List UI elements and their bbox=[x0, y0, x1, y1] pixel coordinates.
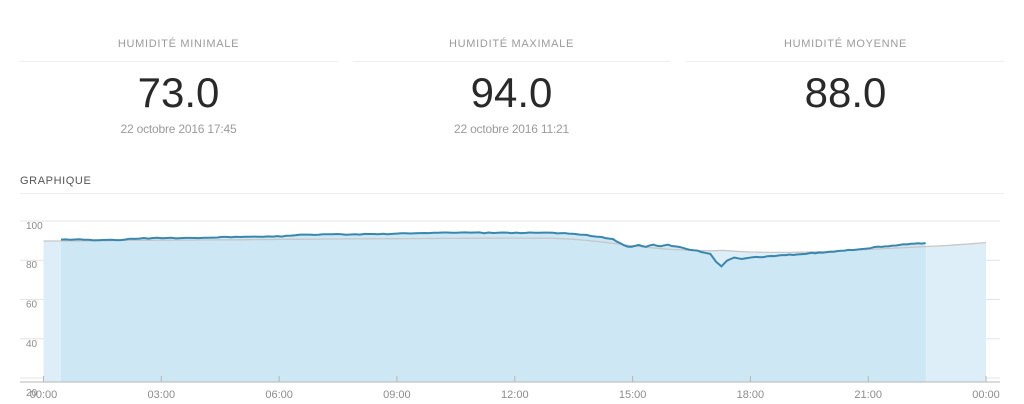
svg-text:06:00: 06:00 bbox=[265, 389, 293, 401]
svg-text:12:00: 12:00 bbox=[501, 389, 529, 401]
svg-text:100: 100 bbox=[26, 221, 43, 232]
svg-text:40: 40 bbox=[26, 339, 38, 350]
svg-text:21:00: 21:00 bbox=[854, 389, 882, 401]
svg-text:18:00: 18:00 bbox=[737, 389, 765, 401]
svg-text:00:00: 00:00 bbox=[972, 389, 1000, 401]
svg-text:80: 80 bbox=[26, 260, 38, 271]
svg-text:20: 20 bbox=[26, 388, 38, 399]
svg-text:09:00: 09:00 bbox=[383, 389, 411, 401]
svg-text:03:00: 03:00 bbox=[148, 389, 176, 401]
svg-text:15:00: 15:00 bbox=[619, 389, 647, 401]
svg-text:60: 60 bbox=[26, 300, 38, 311]
